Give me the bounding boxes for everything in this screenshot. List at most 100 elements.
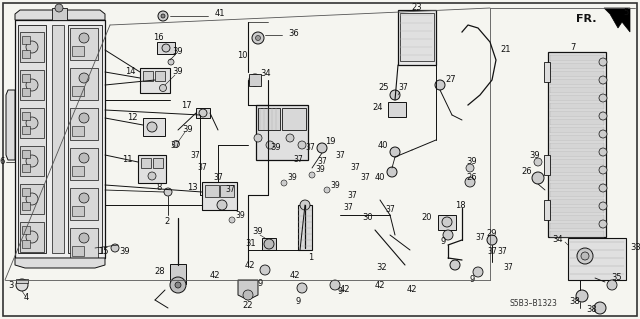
Circle shape xyxy=(217,200,227,210)
Bar xyxy=(249,74,261,86)
Bar xyxy=(22,74,30,82)
Polygon shape xyxy=(238,280,258,300)
Text: 37: 37 xyxy=(197,164,207,173)
Circle shape xyxy=(170,277,186,293)
Bar xyxy=(550,207,604,213)
Circle shape xyxy=(175,282,181,288)
Circle shape xyxy=(79,113,89,123)
Text: S5B3–B1323: S5B3–B1323 xyxy=(510,299,558,308)
Polygon shape xyxy=(15,10,105,20)
Bar xyxy=(550,63,604,69)
Bar xyxy=(22,112,30,120)
Text: 37: 37 xyxy=(213,174,223,182)
Circle shape xyxy=(26,231,38,243)
Text: 42: 42 xyxy=(375,280,385,290)
Bar xyxy=(544,155,550,175)
Bar xyxy=(15,20,105,258)
Text: 7: 7 xyxy=(570,43,576,53)
Text: 26: 26 xyxy=(522,167,532,176)
Bar xyxy=(388,102,406,117)
Circle shape xyxy=(264,239,274,249)
Circle shape xyxy=(158,11,168,21)
Circle shape xyxy=(298,141,306,149)
Polygon shape xyxy=(15,258,105,268)
Text: 25: 25 xyxy=(378,84,389,93)
Circle shape xyxy=(229,217,235,223)
Circle shape xyxy=(252,32,264,44)
Text: 1: 1 xyxy=(308,254,313,263)
Bar xyxy=(72,206,84,216)
Circle shape xyxy=(266,141,274,149)
Text: FR.: FR. xyxy=(576,14,596,24)
Circle shape xyxy=(168,59,174,65)
Bar xyxy=(256,105,308,160)
Bar xyxy=(153,158,163,168)
Circle shape xyxy=(599,202,607,210)
Circle shape xyxy=(55,4,63,12)
Circle shape xyxy=(26,79,38,91)
Bar xyxy=(550,95,604,101)
Circle shape xyxy=(309,172,315,178)
Bar xyxy=(550,199,604,205)
Circle shape xyxy=(387,167,397,177)
Circle shape xyxy=(599,184,607,192)
Bar xyxy=(550,159,604,165)
Text: 26: 26 xyxy=(467,174,477,182)
Text: 9: 9 xyxy=(296,296,301,306)
Bar xyxy=(282,108,306,130)
Text: 20: 20 xyxy=(422,213,432,222)
Circle shape xyxy=(281,180,287,186)
Text: 39: 39 xyxy=(173,48,183,56)
Bar xyxy=(550,127,604,133)
Text: 22: 22 xyxy=(243,301,253,310)
Bar xyxy=(196,108,210,118)
Text: 32: 32 xyxy=(377,263,387,272)
Bar xyxy=(220,185,234,197)
Text: 39: 39 xyxy=(235,211,245,219)
Bar xyxy=(22,240,30,248)
Text: 41: 41 xyxy=(215,10,225,19)
Bar xyxy=(544,200,550,220)
Text: 5: 5 xyxy=(624,8,629,17)
Text: 37: 37 xyxy=(497,248,507,256)
Bar xyxy=(202,182,237,210)
Bar xyxy=(22,36,30,44)
Circle shape xyxy=(26,117,38,129)
Text: 37: 37 xyxy=(293,155,303,165)
Circle shape xyxy=(465,177,475,187)
Circle shape xyxy=(435,80,445,90)
Bar xyxy=(550,151,604,157)
Circle shape xyxy=(576,290,588,302)
Text: 39: 39 xyxy=(182,125,193,135)
Bar xyxy=(141,158,151,168)
Bar xyxy=(398,10,436,65)
Text: 42: 42 xyxy=(210,271,220,279)
Bar xyxy=(550,71,604,77)
Circle shape xyxy=(164,188,172,196)
Text: 39: 39 xyxy=(253,227,263,236)
Text: 23: 23 xyxy=(412,4,422,12)
Bar xyxy=(72,126,84,136)
Bar xyxy=(550,119,604,125)
Circle shape xyxy=(249,74,261,86)
Text: 28: 28 xyxy=(154,268,165,277)
Bar xyxy=(70,108,98,140)
Circle shape xyxy=(487,235,497,245)
Text: 37: 37 xyxy=(170,140,180,150)
Text: 14: 14 xyxy=(125,68,136,77)
Bar xyxy=(70,188,98,220)
Text: 2: 2 xyxy=(164,218,170,226)
Bar xyxy=(550,215,604,221)
Bar xyxy=(550,135,604,141)
Circle shape xyxy=(79,233,89,243)
Circle shape xyxy=(111,244,119,252)
Polygon shape xyxy=(6,90,15,160)
Circle shape xyxy=(330,280,340,290)
Text: 42: 42 xyxy=(407,286,417,294)
Bar xyxy=(438,215,456,230)
Text: 39: 39 xyxy=(287,174,297,182)
Circle shape xyxy=(581,252,589,260)
Circle shape xyxy=(607,280,617,290)
Text: 37: 37 xyxy=(225,186,235,195)
Text: 35: 35 xyxy=(611,273,622,283)
